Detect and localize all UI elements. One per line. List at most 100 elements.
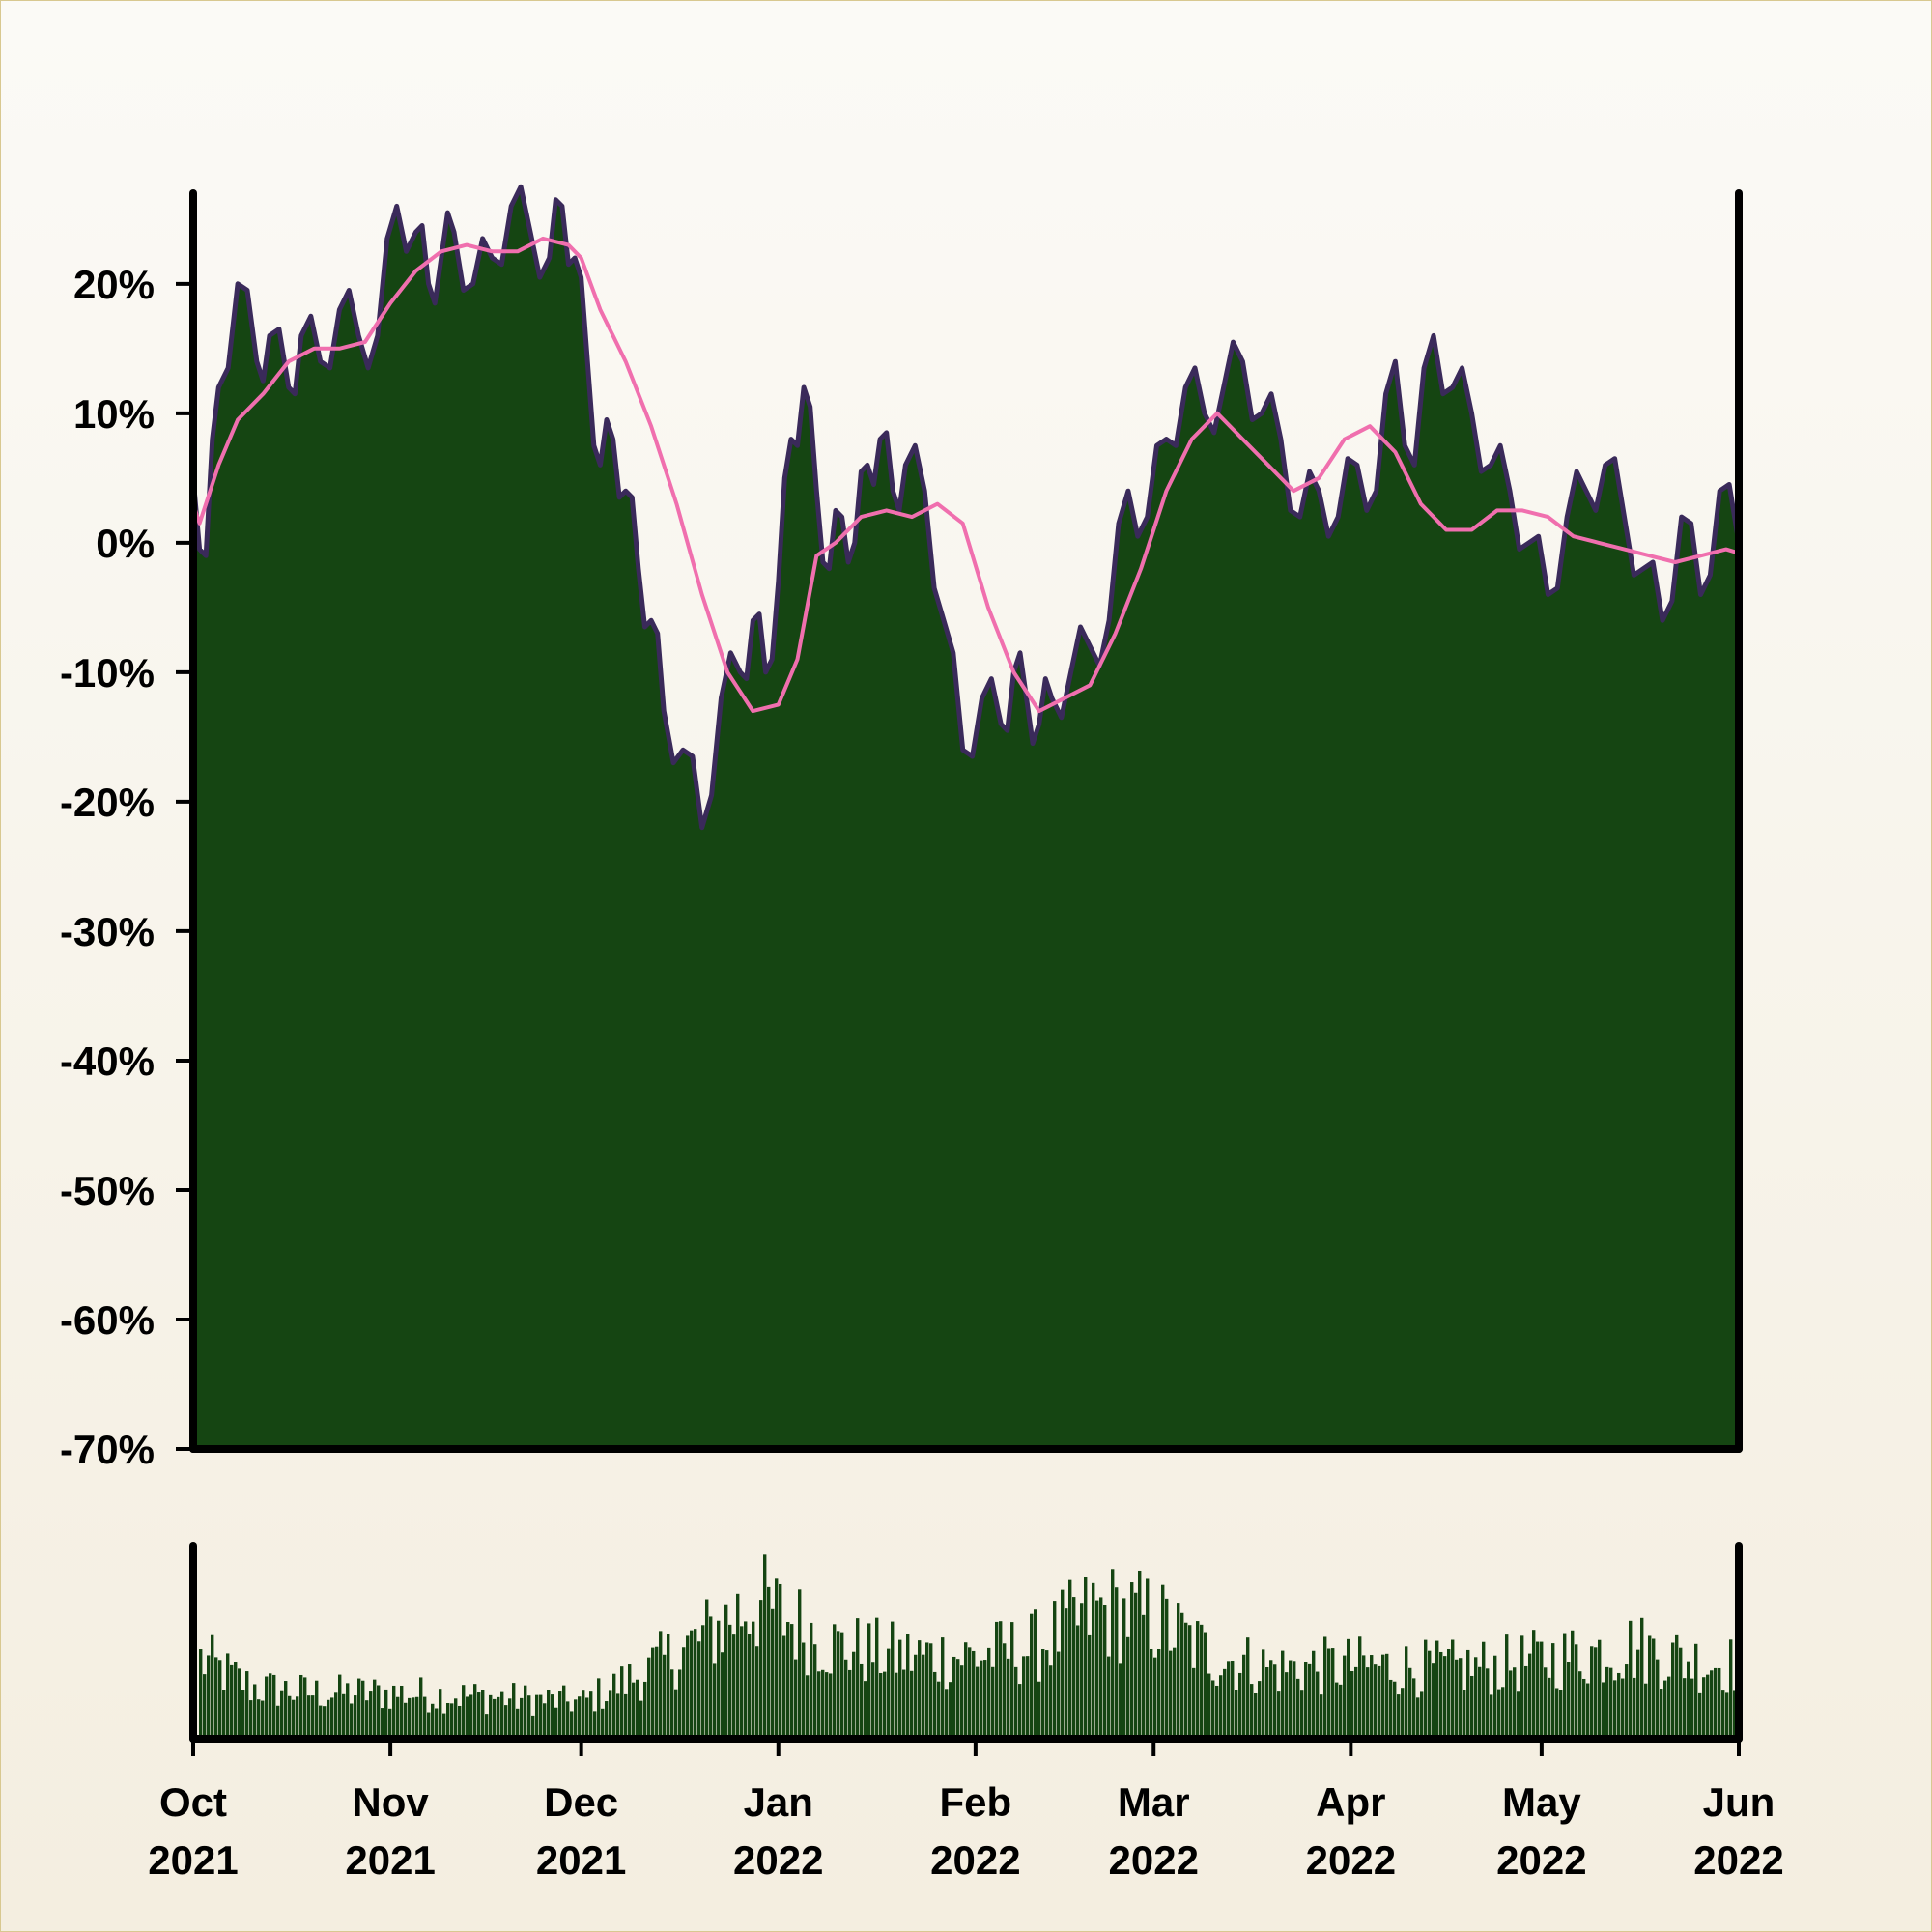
volume-bar — [1026, 1656, 1030, 1739]
volume-bar — [1057, 1651, 1061, 1739]
volume-bar — [1223, 1668, 1227, 1739]
volume-bar — [1536, 1641, 1540, 1739]
volume-bar — [1729, 1639, 1733, 1739]
volume-bar — [1466, 1649, 1470, 1739]
volume-bar — [1513, 1667, 1517, 1739]
volume-bar — [1150, 1648, 1153, 1739]
volume-bar — [674, 1689, 678, 1739]
volume-bar — [589, 1691, 593, 1739]
volume-bar — [1571, 1630, 1575, 1739]
volume-bar — [898, 1639, 902, 1739]
volume-bar — [1443, 1656, 1447, 1739]
volume-bar — [520, 1697, 524, 1739]
volume-bar — [643, 1681, 647, 1739]
volume-bar — [1648, 1635, 1652, 1739]
y-tick-label: -60% — [60, 1297, 155, 1343]
volume-bar — [211, 1634, 214, 1739]
volume-bar — [512, 1683, 516, 1739]
volume-bar — [1520, 1635, 1524, 1739]
volume-bar — [334, 1692, 338, 1739]
volume-bar — [782, 1635, 786, 1739]
volume-bar — [299, 1674, 303, 1739]
volume-bar — [1258, 1681, 1262, 1739]
volume-bar — [1578, 1671, 1582, 1739]
volume-bar — [1721, 1690, 1725, 1739]
volume-bar — [697, 1641, 701, 1739]
volume-bar — [1254, 1693, 1258, 1739]
volume-bar — [1126, 1636, 1130, 1739]
volume-bar — [755, 1646, 759, 1739]
volume-bar — [624, 1693, 628, 1739]
volume-bar — [524, 1685, 527, 1739]
volume-bar — [1609, 1667, 1613, 1739]
volume-bar — [1725, 1692, 1729, 1739]
y-tick-label: 0% — [96, 521, 155, 566]
x-tick-month-label: May — [1502, 1779, 1581, 1825]
volume-bar — [466, 1696, 469, 1739]
volume-bar — [1594, 1647, 1598, 1739]
x-tick-month-label: Jun — [1703, 1779, 1776, 1825]
volume-bar — [1335, 1682, 1339, 1739]
volume-bar — [473, 1684, 477, 1739]
volume-bar — [1327, 1648, 1331, 1739]
x-tick-year-label: 2022 — [1109, 1837, 1199, 1883]
volume-bar — [620, 1666, 624, 1739]
volume-bar — [995, 1621, 999, 1739]
volume-bar — [415, 1696, 419, 1739]
volume-bar — [1034, 1609, 1037, 1739]
volume-bar — [1169, 1650, 1173, 1739]
volume-bar — [1339, 1684, 1343, 1739]
volume-bar — [307, 1695, 311, 1739]
volume-bar — [964, 1642, 968, 1739]
volume-bar — [1416, 1697, 1420, 1739]
volume-bar — [446, 1703, 450, 1739]
volume-bar — [790, 1624, 794, 1739]
volume-bar — [377, 1685, 381, 1739]
volume-bar — [1092, 1582, 1095, 1739]
volume-bar — [1524, 1665, 1528, 1739]
volume-bar — [1130, 1582, 1134, 1739]
volume-bar — [1219, 1675, 1223, 1739]
volume-bar — [1613, 1680, 1617, 1739]
volume-bar — [1598, 1639, 1602, 1739]
volume-bar — [1080, 1603, 1084, 1739]
volume-bar — [392, 1685, 396, 1739]
volume-bar — [717, 1620, 721, 1739]
volume-bar — [1675, 1634, 1679, 1739]
volume-bar — [238, 1668, 242, 1739]
volume-bar — [1389, 1679, 1393, 1739]
volume-bar — [562, 1685, 566, 1739]
volume-bar — [651, 1647, 655, 1739]
volume-bar — [1667, 1676, 1671, 1739]
volume-bar — [1088, 1634, 1092, 1739]
volume-bar — [566, 1701, 570, 1739]
volume-bar — [1370, 1655, 1374, 1739]
volume-bar — [1559, 1690, 1563, 1739]
volume-bar — [412, 1697, 415, 1739]
volume-bar — [906, 1634, 910, 1739]
volume-bar — [1393, 1681, 1397, 1739]
volume-bar — [1486, 1668, 1490, 1739]
volume-bar — [1180, 1612, 1184, 1739]
volume-bar — [1540, 1641, 1544, 1739]
volume-bar — [887, 1648, 891, 1739]
volume-bar — [1374, 1664, 1378, 1739]
volume-bar — [1347, 1638, 1350, 1739]
volume-bar — [1551, 1643, 1555, 1739]
volume-bar — [713, 1663, 717, 1739]
volume-bar — [678, 1669, 682, 1739]
volume-bar — [705, 1599, 709, 1739]
volume-bar — [949, 1682, 952, 1739]
volume-bar — [554, 1707, 558, 1739]
volume-bar — [1084, 1577, 1088, 1739]
volume-bar — [207, 1655, 211, 1739]
volume-bar — [597, 1678, 601, 1739]
volume-bar — [1200, 1624, 1204, 1739]
volume-bar — [1586, 1683, 1590, 1739]
volume-bar — [1196, 1621, 1200, 1739]
volume-bar — [1548, 1677, 1551, 1739]
volume-bar — [462, 1685, 466, 1739]
volume-bar — [1629, 1620, 1633, 1739]
y-tick-label: -10% — [60, 650, 155, 696]
volume-bar — [925, 1642, 929, 1739]
